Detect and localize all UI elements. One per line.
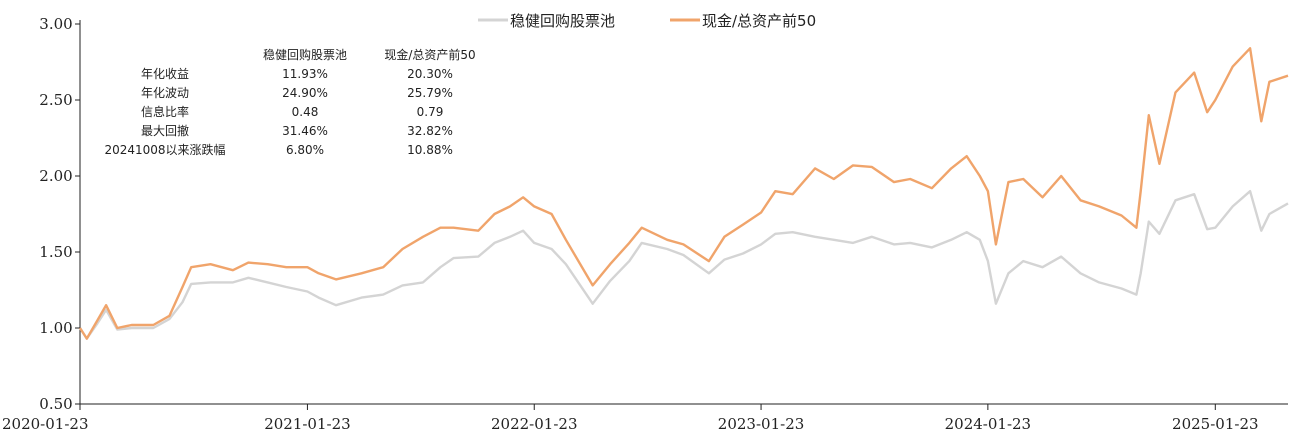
stats-header-2: 现金/总资产前50 — [384, 48, 476, 62]
stats-value: 0.79 — [416, 105, 444, 119]
stats-row-label: 信息比率 — [140, 105, 189, 119]
y-tick-label: 2.00 — [39, 167, 72, 185]
legend: 稳健回购股票池 现金/总资产前50 — [478, 12, 816, 30]
stats-value: 32.82% — [407, 124, 453, 138]
x-tick-label: 2020-01-23 — [2, 415, 88, 433]
y-tick-label: 0.50 — [39, 395, 72, 413]
y-tick-label: 1.50 — [39, 243, 72, 261]
series-line-1 — [78, 47, 1289, 340]
y-axis: 3.00 2.50 2.00 1.50 1.00 0.50 — [39, 15, 81, 413]
x-tick-label: 2024-01-23 — [945, 415, 1031, 433]
stats-value: 0.48 — [291, 105, 319, 119]
stats-row: 最大回撤 31.46% 32.82% — [90, 122, 490, 141]
y-tick-label: 1.00 — [39, 319, 72, 337]
stats-row-label: 年化收益 — [140, 67, 189, 81]
stats-row-label: 年化波动 — [140, 86, 189, 100]
stats-value: 24.90% — [282, 86, 328, 100]
x-tick-label: 2023-01-23 — [718, 415, 804, 433]
stats-value: 6.80% — [285, 143, 325, 157]
stats-value: 11.93% — [282, 67, 328, 81]
stats-header-row: 稳健回购股票池 现金/总资产前50 — [90, 46, 490, 65]
stats-row: 信息比率 0.48 0.79 — [90, 103, 490, 122]
x-tick-label: 2022-01-23 — [491, 415, 577, 433]
legend-label: 现金/总资产前50 — [702, 12, 816, 30]
y-tick-label: 3.00 — [39, 15, 72, 33]
stats-value: 10.88% — [407, 143, 453, 157]
x-tick-label: 2025-01-23 — [1172, 415, 1258, 433]
stats-row-label: 20241008以来涨跌幅 — [104, 143, 226, 157]
legend-label: 稳健回购股票池 — [510, 12, 615, 30]
stats-table: 稳健回购股票池 现金/总资产前50 年化收益 11.93% 20.30% 年化波… — [90, 46, 490, 160]
series-line-0 — [78, 190, 1289, 340]
y-tick-label: 2.50 — [39, 91, 72, 109]
stats-value: 31.46% — [282, 124, 328, 138]
stats-header-1: 稳健回购股票池 — [262, 48, 347, 62]
series-layer — [78, 47, 1289, 340]
stats-value: 20.30% — [407, 67, 453, 81]
stats-row: 年化波动 24.90% 25.79% — [90, 84, 490, 103]
stats-row-label: 最大回撤 — [140, 124, 189, 138]
stats-row: 20241008以来涨跌幅 6.80% 10.88% — [90, 141, 490, 160]
x-tick-label: 2021-01-23 — [264, 415, 350, 433]
x-axis: 2020-01-23 2021-01-23 2022-01-23 2023-01-23… — [2, 403, 1288, 433]
stats-row: 年化收益 11.93% 20.30% — [90, 65, 490, 84]
stats-value: 25.79% — [407, 86, 453, 100]
